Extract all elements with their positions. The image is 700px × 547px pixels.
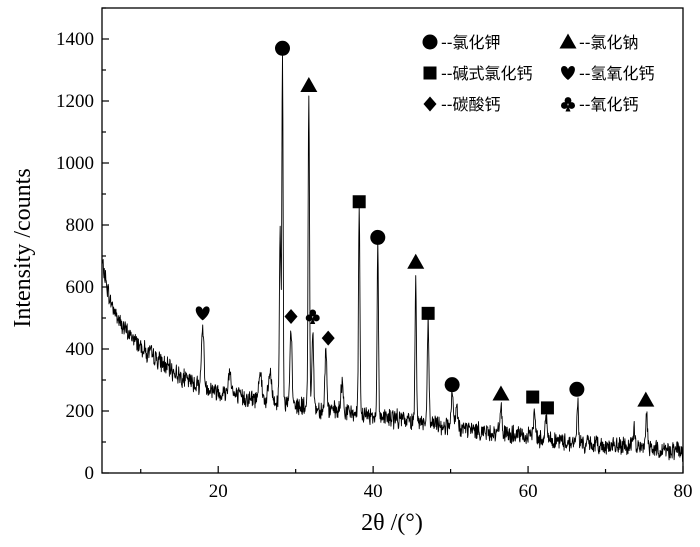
x-axis-title: 2θ /(°): [361, 510, 423, 536]
legend-label: --氧化钙: [579, 95, 639, 114]
x-tick-label: 40: [364, 481, 383, 502]
marker-layer: [195, 40, 655, 415]
club-marker-lobe: [564, 97, 572, 104]
plot-layer: [101, 54, 684, 462]
club-marker-lobe: [568, 102, 575, 109]
circle-marker-shape: [569, 381, 585, 397]
square-marker-shape: [526, 390, 540, 404]
legend-item: --氯化钠: [559, 33, 639, 52]
triangle-peak-marker: [407, 253, 425, 269]
legend-item: --碳酸钙: [423, 95, 501, 114]
square-peak-marker: [526, 390, 540, 404]
circle-marker-shape: [370, 229, 386, 245]
legend-label: --氢氧化钙: [579, 64, 655, 83]
club-marker-lobe: [312, 314, 320, 322]
triangle-marker-shape: [492, 385, 510, 401]
club-marker-stem: [310, 317, 316, 324]
legend-item: --氧化钙: [561, 95, 639, 114]
y-tick-label: 200: [66, 401, 95, 422]
club-legend-icon: [561, 97, 575, 112]
y-axis-title: Intensity /counts: [10, 168, 36, 327]
club-marker-lobe: [305, 314, 313, 322]
triangle-peak-marker: [300, 77, 318, 92]
legend-label: --碱式氯化钙: [441, 64, 533, 83]
diamond-legend-icon: [423, 96, 437, 112]
legend-label: --氯化钠: [579, 33, 639, 52]
square-peak-marker: [352, 195, 366, 209]
club-marker-lobe: [561, 102, 568, 109]
x-tick-label: 60: [519, 481, 538, 502]
y-tick-label: 1200: [56, 91, 94, 112]
triangle-peak-marker: [492, 385, 510, 401]
y-tick-label: 400: [66, 339, 95, 360]
x-tick-label: 20: [209, 481, 228, 502]
y-tick-label: 1400: [56, 29, 94, 50]
square-marker-shape: [352, 195, 366, 209]
circle-marker-shape: [444, 377, 460, 393]
club-marker-lobe: [309, 309, 317, 317]
y-tick-label: 800: [66, 215, 95, 236]
circle-peak-marker: [569, 381, 585, 397]
square-marker-shape: [540, 401, 554, 415]
legend-label: --氯化钾: [441, 33, 501, 52]
y-tick-label: 600: [66, 277, 95, 298]
triangle-marker-shape: [407, 253, 425, 269]
legend-item: --氯化钾: [422, 33, 501, 52]
square-peak-marker: [421, 306, 435, 320]
square-peak-marker: [540, 401, 554, 415]
heart-marker-shape: [561, 66, 575, 80]
circle-marker-shape: [274, 40, 290, 56]
triangle-marker-shape: [300, 77, 318, 92]
heart-marker-shape: [195, 306, 210, 321]
diamond-peak-marker: [284, 308, 298, 324]
circle-peak-marker: [370, 229, 386, 245]
circle-marker-shape: [422, 34, 438, 50]
club-peak-marker: [305, 309, 320, 324]
triangle-peak-marker: [637, 391, 655, 407]
square-legend-icon: [423, 66, 437, 80]
legend-item: --氢氧化钙: [561, 64, 655, 83]
legend-label: --碳酸钙: [441, 95, 501, 114]
xrd-trace-line: [101, 54, 684, 462]
circle-legend-icon: [422, 34, 438, 50]
triangle-marker-shape: [559, 33, 577, 49]
y-tick-label: 1000: [56, 153, 94, 174]
y-tick-label: 0: [85, 463, 95, 484]
square-marker-shape: [421, 306, 435, 320]
heart-legend-icon: [561, 66, 575, 80]
square-marker-shape: [423, 66, 437, 80]
triangle-marker-shape: [637, 391, 655, 407]
heart-peak-marker: [195, 306, 210, 321]
diamond-marker-shape: [284, 308, 298, 324]
x-tick-label: 80: [674, 481, 693, 502]
circle-peak-marker: [274, 40, 290, 56]
triangle-legend-icon: [559, 33, 577, 49]
diamond-marker-shape: [423, 96, 437, 112]
diamond-marker-shape: [321, 330, 335, 346]
diamond-peak-marker: [321, 330, 335, 346]
legend-item: --碱式氯化钙: [423, 64, 533, 83]
club-marker-stem: [565, 105, 571, 112]
legend: --氯化钾 --氯化钠 --碱式氯化钙 --氢氧化钙 --碳酸钙 --氧化钙: [422, 33, 655, 114]
plot-frame: [101, 7, 684, 474]
circle-peak-marker: [444, 377, 460, 393]
